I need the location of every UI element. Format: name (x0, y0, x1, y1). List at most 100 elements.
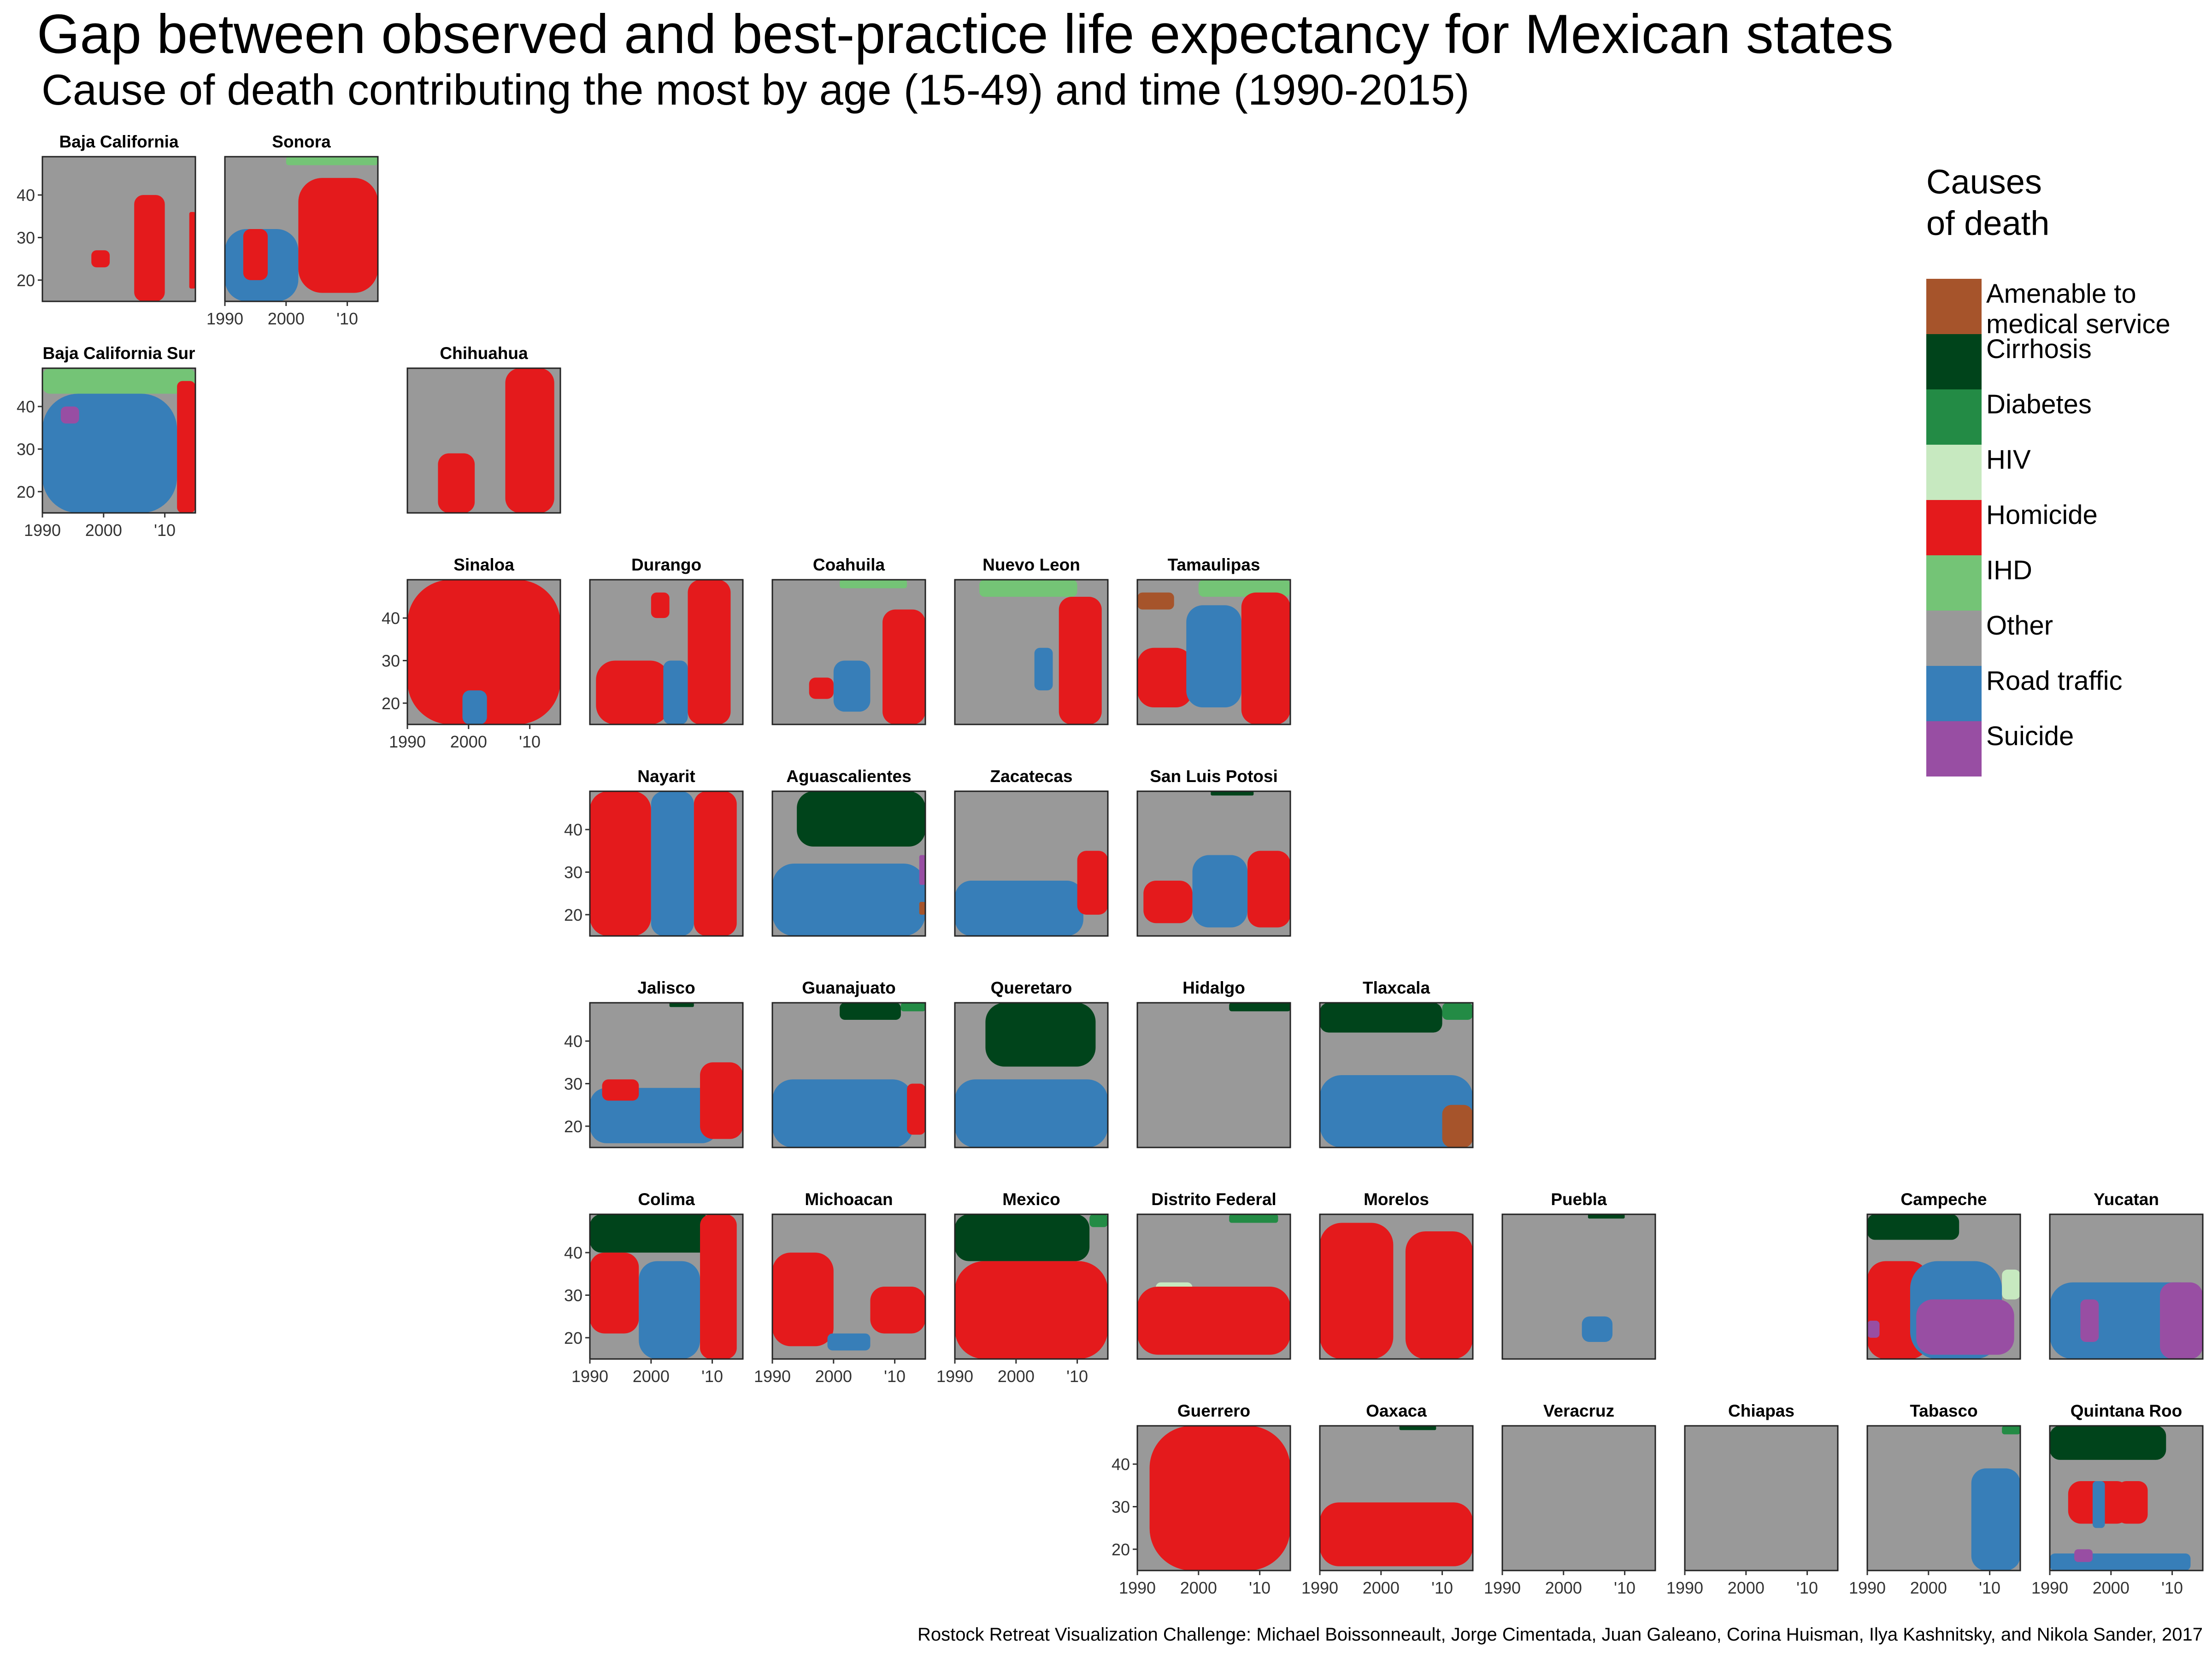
panel-border (1136, 1002, 1291, 1148)
legend-key-swatch (1926, 555, 1982, 611)
heat-cell (2050, 1426, 2166, 1460)
legend-key-swatch (1926, 666, 1982, 721)
heat-cell (1442, 1003, 1473, 1020)
panel-border (1319, 1425, 1474, 1571)
legend-label: Cirrhosis (1986, 334, 2212, 365)
heat-cell (955, 1079, 1108, 1147)
legend-key-swatch (1926, 279, 1982, 334)
panel-border (1501, 1425, 1656, 1571)
panel-border (1866, 1213, 2021, 1360)
x-tick-label: 2000 (2093, 1578, 2130, 1597)
y-tick-label: 20 (17, 271, 35, 290)
heat-cell (1399, 1426, 1436, 1430)
y-tick-label: 30 (1112, 1497, 1130, 1516)
heat-background (1137, 1003, 1290, 1147)
heat-cell (809, 677, 834, 699)
heat-cell (1916, 1299, 2014, 1355)
facet-title: Veracruz (1543, 1401, 1614, 1420)
facet-panel: Michoacan 1990 2000 '10 (754, 1190, 926, 1386)
heat-cell (797, 791, 925, 847)
y-tick-label: 30 (17, 228, 35, 247)
legend-label-line-1: Diabetes (1986, 389, 2092, 419)
panel-border (41, 367, 196, 514)
panel-border (771, 1213, 926, 1360)
heat-cell (2117, 1481, 2148, 1524)
facet-title: Tlaxcala (1363, 978, 1430, 997)
panel-border (406, 579, 561, 725)
heat-cell (2160, 1282, 2203, 1359)
heat-cell (286, 157, 378, 165)
facet-panel: Queretaro (954, 978, 1109, 1148)
legend-label-line-1: IHD (1986, 555, 2032, 585)
facet-title: Mexico (1002, 1190, 1060, 1209)
legend-label-line-1: Suicide (1986, 721, 2074, 751)
facet-title: San Luis Potosi (1150, 767, 1278, 786)
facet-panel: Campeche (1866, 1190, 2021, 1360)
facet-title: Zacatecas (990, 767, 1073, 786)
facet-panel: Distrito Federal (1136, 1190, 1291, 1360)
heat-cell (1247, 851, 1290, 928)
facet-panel: Baja California Sur 20 30 40 1990 2000 '10 (17, 344, 196, 540)
heat-cell (1137, 592, 1174, 610)
panel-border (589, 1213, 744, 1360)
heat-cell (1320, 1502, 1473, 1566)
heat-cell (688, 580, 731, 724)
heat-cell (2092, 1481, 2105, 1528)
legend-title: Causes of death (1926, 161, 2049, 244)
y-tick-label: 30 (564, 1286, 582, 1305)
heat-cell (772, 1079, 913, 1147)
heat-cell (639, 1261, 700, 1359)
x-tick-label: 2000 (1728, 1578, 1765, 1597)
panel-border (224, 156, 379, 302)
heat-cell (1059, 596, 1102, 724)
legend-key-swatch (1926, 500, 1982, 555)
panel-border (771, 579, 926, 725)
x-tick-label: '10 (1066, 1367, 1088, 1386)
facet-title: Michoacan (805, 1190, 893, 1209)
facet-title: Baja California (59, 132, 178, 151)
legend-label: Homicide (1986, 500, 2212, 530)
x-tick-label: 1990 (936, 1367, 973, 1386)
y-tick-label: 30 (17, 440, 35, 459)
facet-panel: Chihuahua (406, 344, 561, 514)
heat-cell (669, 1003, 694, 1007)
legend-item: HIV (1926, 445, 2049, 500)
facet-panel: Guerrero 20 30 40 1990 2000 '10 (1112, 1401, 1291, 1597)
heat-cell (1442, 1105, 1473, 1147)
x-tick-label: 1990 (389, 732, 426, 751)
y-tick-label: 20 (564, 1117, 582, 1136)
facet-panel: Zacatecas (954, 767, 1109, 937)
facet-title: Oaxaca (1366, 1401, 1427, 1420)
heat-cell (134, 195, 165, 301)
facet-title: Nayarit (637, 767, 695, 786)
x-tick-label: 1990 (24, 521, 61, 540)
legend-key-swatch (1926, 334, 1982, 389)
legend-key-swatch (1926, 445, 1982, 500)
y-tick-label: 40 (1112, 1455, 1130, 1474)
panel-border (1136, 790, 1291, 937)
facet-panel: San Luis Potosi (1136, 767, 1291, 937)
panel-border (1319, 1213, 1474, 1360)
heat-cell (700, 1214, 737, 1359)
heat-cell (1229, 1003, 1290, 1012)
facet-panel: Coahuila (771, 555, 926, 725)
y-tick-label: 20 (382, 694, 400, 713)
legend-label: IHD (1986, 555, 2212, 586)
heat-cell (1089, 1214, 1108, 1227)
legend-label-line-1: Other (1986, 611, 2053, 641)
x-tick-label: '10 (154, 521, 176, 540)
heat-cell (907, 1083, 925, 1135)
y-tick-label: 30 (564, 863, 582, 882)
x-tick-label: '10 (1979, 1578, 2000, 1597)
heat-cell (919, 902, 925, 915)
facet-panel: Baja California 20 30 40 (17, 132, 196, 302)
heat-cell (590, 791, 651, 936)
legend-item: Cirrhosis (1926, 334, 2092, 389)
heat-cell (1320, 1075, 1473, 1147)
panel-border (771, 790, 926, 937)
y-tick-label: 40 (17, 186, 35, 205)
heat-cell (651, 791, 694, 936)
x-tick-label: 2000 (1180, 1578, 1217, 1597)
heat-cell (2002, 1270, 2020, 1300)
